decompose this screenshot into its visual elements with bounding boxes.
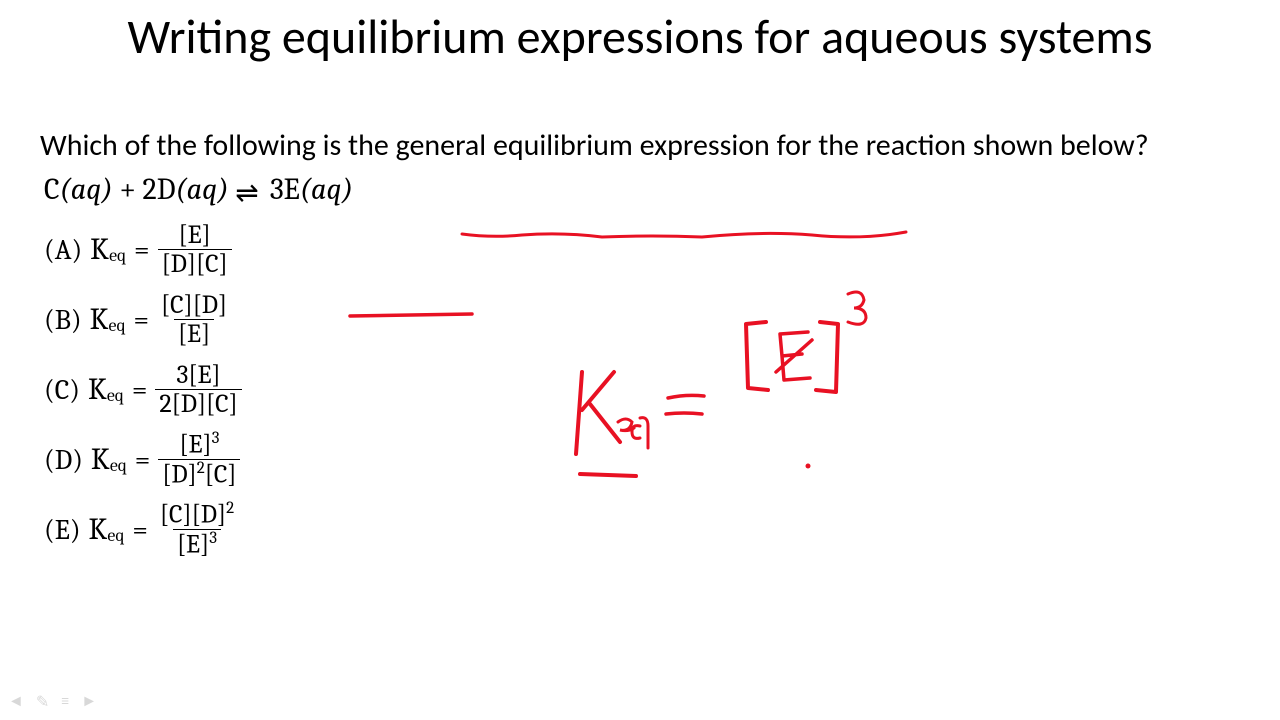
option-a: (A) Keq = [E] [D][C] xyxy=(44,216,1280,284)
reactant-2-coeff: 2 xyxy=(143,172,157,207)
equilibrium-arrows-icon xyxy=(235,175,263,210)
option-d-keq: Keq = [E]3 [D]2[C] xyxy=(91,430,241,490)
option-c-fraction: 3[E] 2[D][C] xyxy=(155,361,241,419)
option-d: (D) Keq = [E]3 [D]2[C] xyxy=(44,426,1280,494)
prev-slide-icon[interactable]: ◄ xyxy=(8,692,24,712)
product-coeff: 3 xyxy=(270,172,284,207)
option-e-num: [C][D]2 xyxy=(156,500,238,529)
equals-sign: = xyxy=(135,444,151,476)
option-a-num: [E] xyxy=(175,221,215,250)
option-b-num: [C][D] xyxy=(157,291,231,320)
option-b: (B) Keq = [C][D] [E] xyxy=(44,286,1280,354)
reactant-2-state: (aq) xyxy=(175,172,228,207)
plus-sign: + xyxy=(113,172,143,207)
option-b-label: (B) xyxy=(44,304,82,336)
slide-nav-controls: ◄ ✎ ≡ ► xyxy=(8,692,97,712)
option-e-fraction: [C][D]2 [E]3 xyxy=(156,500,238,560)
k-symbol: K xyxy=(90,232,109,267)
option-d-num: [E]3 xyxy=(175,430,223,459)
k-subscript: eq xyxy=(107,525,124,546)
option-c-den: 2[D][C] xyxy=(155,389,241,419)
option-d-label: (D) xyxy=(44,444,83,476)
option-c-label: (C) xyxy=(44,374,80,406)
pen-tool-icon[interactable]: ✎ xyxy=(36,692,49,712)
reaction-equation: C(aq) + 2D(aq) 3E(aq) xyxy=(0,166,1280,210)
option-c-num: 3[E] xyxy=(172,361,224,390)
question-text: Which of the following is the general eq… xyxy=(0,66,1280,167)
answer-options: (A) Keq = [E] [D][C] (B) Keq = [C][D] [E… xyxy=(0,210,1280,564)
option-b-den: [E] xyxy=(174,319,214,349)
k-symbol: K xyxy=(90,302,109,337)
product: E xyxy=(284,172,300,207)
equals-sign: = xyxy=(132,514,148,546)
k-subscript: eq xyxy=(109,245,126,266)
equals-sign: = xyxy=(134,234,150,266)
k-symbol: K xyxy=(89,512,108,547)
equals-sign: = xyxy=(133,304,149,336)
slide-menu-icon[interactable]: ≡ xyxy=(61,692,69,712)
reactant-1: C xyxy=(44,172,60,207)
option-c: (C) Keq = 3[E] 2[D][C] xyxy=(44,356,1280,424)
reactant-2: D xyxy=(157,172,176,207)
option-b-keq: Keq = [C][D] [E] xyxy=(90,291,232,349)
option-a-den: [D][C] xyxy=(158,249,232,279)
question-key-phrase: general equilibrium expression xyxy=(396,127,770,164)
option-e-label: (E) xyxy=(44,514,81,546)
k-subscript: eq xyxy=(107,385,124,406)
option-b-fraction: [C][D] [E] xyxy=(157,291,231,349)
k-symbol: K xyxy=(91,442,110,477)
question-pre: Which of the following is the xyxy=(40,127,396,164)
k-symbol: K xyxy=(88,372,107,407)
option-e: (E) Keq = [C][D]2 [E]3 xyxy=(44,496,1280,564)
option-e-keq: Keq = [C][D]2 [E]3 xyxy=(89,500,239,560)
product-state: (aq) xyxy=(300,172,353,207)
equals-sign: = xyxy=(132,374,148,406)
option-a-label: (A) xyxy=(44,234,82,266)
option-c-keq: Keq = 3[E] 2[D][C] xyxy=(88,361,242,419)
option-a-fraction: [E] [D][C] xyxy=(158,221,232,279)
option-d-fraction: [E]3 [D]2[C] xyxy=(158,430,240,490)
reactant-1-state: (aq) xyxy=(60,172,113,207)
option-a-keq: Keq = [E] [D][C] xyxy=(90,221,232,279)
k-subscript: eq xyxy=(109,315,126,336)
slide-title: Writing equilibrium expressions for aque… xyxy=(0,0,1280,66)
next-slide-icon[interactable]: ► xyxy=(81,692,97,712)
k-subscript: eq xyxy=(110,455,127,476)
option-d-den: [D]2[C] xyxy=(158,459,240,489)
option-e-den: [E]3 xyxy=(173,529,221,559)
question-post: for the reaction shown below? xyxy=(770,127,1149,164)
